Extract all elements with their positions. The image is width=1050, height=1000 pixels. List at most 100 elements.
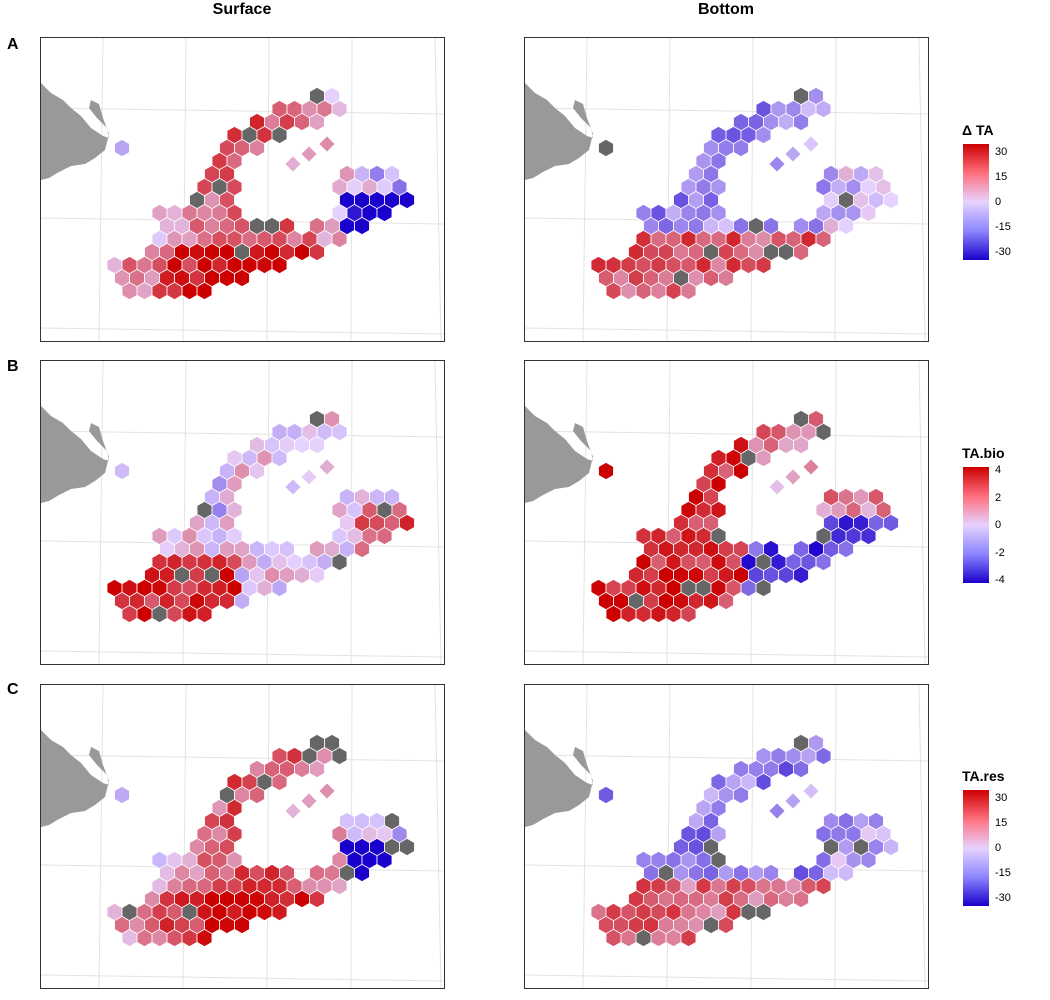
grid-cell xyxy=(234,916,250,934)
grid-cell xyxy=(324,87,340,105)
station-cell xyxy=(802,782,820,800)
no-data-cell xyxy=(271,126,288,144)
grid-cell xyxy=(883,514,899,532)
grid-cell xyxy=(271,579,288,597)
graticule-line xyxy=(918,685,926,988)
graticule-line xyxy=(41,974,444,982)
coastline-land xyxy=(565,777,585,801)
station-cell xyxy=(318,782,336,800)
grid-cell xyxy=(868,488,884,506)
no-data-cell xyxy=(755,579,772,597)
graticule-line xyxy=(41,650,444,658)
grid-cell xyxy=(196,282,213,300)
legend-tick: -2 xyxy=(995,547,1005,559)
graticule-line xyxy=(98,361,104,664)
graticule-line xyxy=(266,361,270,664)
legend-tick: -15 xyxy=(995,221,1011,233)
grid-cell xyxy=(226,799,243,817)
grid-cell xyxy=(196,605,213,623)
graticule-line xyxy=(582,361,588,664)
legend-title: Δ TA xyxy=(962,122,994,138)
graticule-line xyxy=(750,361,754,664)
grid-cell xyxy=(815,747,832,765)
no-data-cell xyxy=(598,139,614,157)
legend-tick: -30 xyxy=(995,892,1011,904)
grid-cell xyxy=(219,812,235,830)
coastline-land xyxy=(81,777,101,801)
graticule-line xyxy=(41,754,444,762)
grid-cell xyxy=(755,449,772,467)
graticule-line xyxy=(41,107,444,115)
grid-cell xyxy=(883,191,899,209)
grid-cell xyxy=(808,734,824,752)
grid-cell xyxy=(309,890,325,908)
grid-cell xyxy=(808,410,824,428)
coastline-land xyxy=(525,406,593,503)
graticule-line xyxy=(918,38,926,341)
grid-cell xyxy=(234,592,250,610)
grid-cell xyxy=(219,514,235,532)
grid-cell xyxy=(763,217,779,235)
grid-cell xyxy=(219,191,235,209)
legend-tick: 0 xyxy=(995,842,1002,854)
grid-cell xyxy=(703,812,719,830)
grid-cell xyxy=(309,436,325,454)
legend-tick: -15 xyxy=(995,867,1011,879)
grid-cell xyxy=(226,851,243,869)
grid-cell xyxy=(331,230,348,248)
coastline-land xyxy=(565,453,585,477)
grid-cell xyxy=(324,410,340,428)
legend-tick: 15 xyxy=(995,817,1008,829)
legend-title: TA.res xyxy=(962,768,1005,784)
graticule-line xyxy=(582,38,588,341)
station-cell xyxy=(784,792,802,810)
legend-tick: 0 xyxy=(995,519,1002,531)
grid-cell xyxy=(703,488,719,506)
grid-cell xyxy=(309,760,325,778)
no-data-cell xyxy=(331,553,348,571)
graticule-line xyxy=(525,974,928,982)
grid-cell xyxy=(680,929,697,947)
row-tag-c: C xyxy=(7,681,19,698)
column-title-surface: Surface xyxy=(212,1,272,18)
grid-cell xyxy=(391,825,408,843)
row-tag-b: B xyxy=(7,358,19,375)
grid-cell xyxy=(376,527,393,545)
grid-cell xyxy=(331,100,348,118)
grid-cell xyxy=(271,773,288,791)
coastline-land xyxy=(565,130,585,154)
grid-cell xyxy=(226,475,243,493)
column-title-bottom: Bottom xyxy=(698,1,754,18)
grid-cell xyxy=(309,243,325,261)
station-cell xyxy=(300,468,318,486)
station-cell xyxy=(284,802,302,820)
graticule-line xyxy=(434,685,442,988)
graticule-line xyxy=(434,361,442,664)
graticule-line xyxy=(266,38,270,341)
no-data-cell xyxy=(755,903,772,921)
grid-cell xyxy=(271,903,288,921)
coastline-land xyxy=(41,83,109,180)
grid-cell xyxy=(793,566,809,584)
grid-cell xyxy=(710,475,727,493)
graticule-line xyxy=(434,38,442,341)
grid-cell xyxy=(763,540,779,558)
row-tag-a: A xyxy=(7,36,19,53)
grid-cell xyxy=(710,178,727,196)
grid-cell xyxy=(733,786,749,804)
grid-cell xyxy=(309,566,325,584)
grid-cell xyxy=(815,230,832,248)
map-canvas xyxy=(525,38,928,341)
grid-cell xyxy=(710,799,727,817)
graticule-line xyxy=(41,327,444,335)
grid-cell xyxy=(354,540,370,558)
graticule-line xyxy=(918,361,926,664)
grid-cell xyxy=(808,87,824,105)
grid-cell xyxy=(249,786,265,804)
no-data-cell xyxy=(815,423,832,441)
grid-cell xyxy=(249,139,265,157)
legend-ta-res: TA.res 30 15 0 -15 -30 xyxy=(962,768,1047,906)
grid-cell xyxy=(710,825,727,843)
map-panel-c-surface xyxy=(40,684,445,989)
map-canvas xyxy=(525,361,928,664)
